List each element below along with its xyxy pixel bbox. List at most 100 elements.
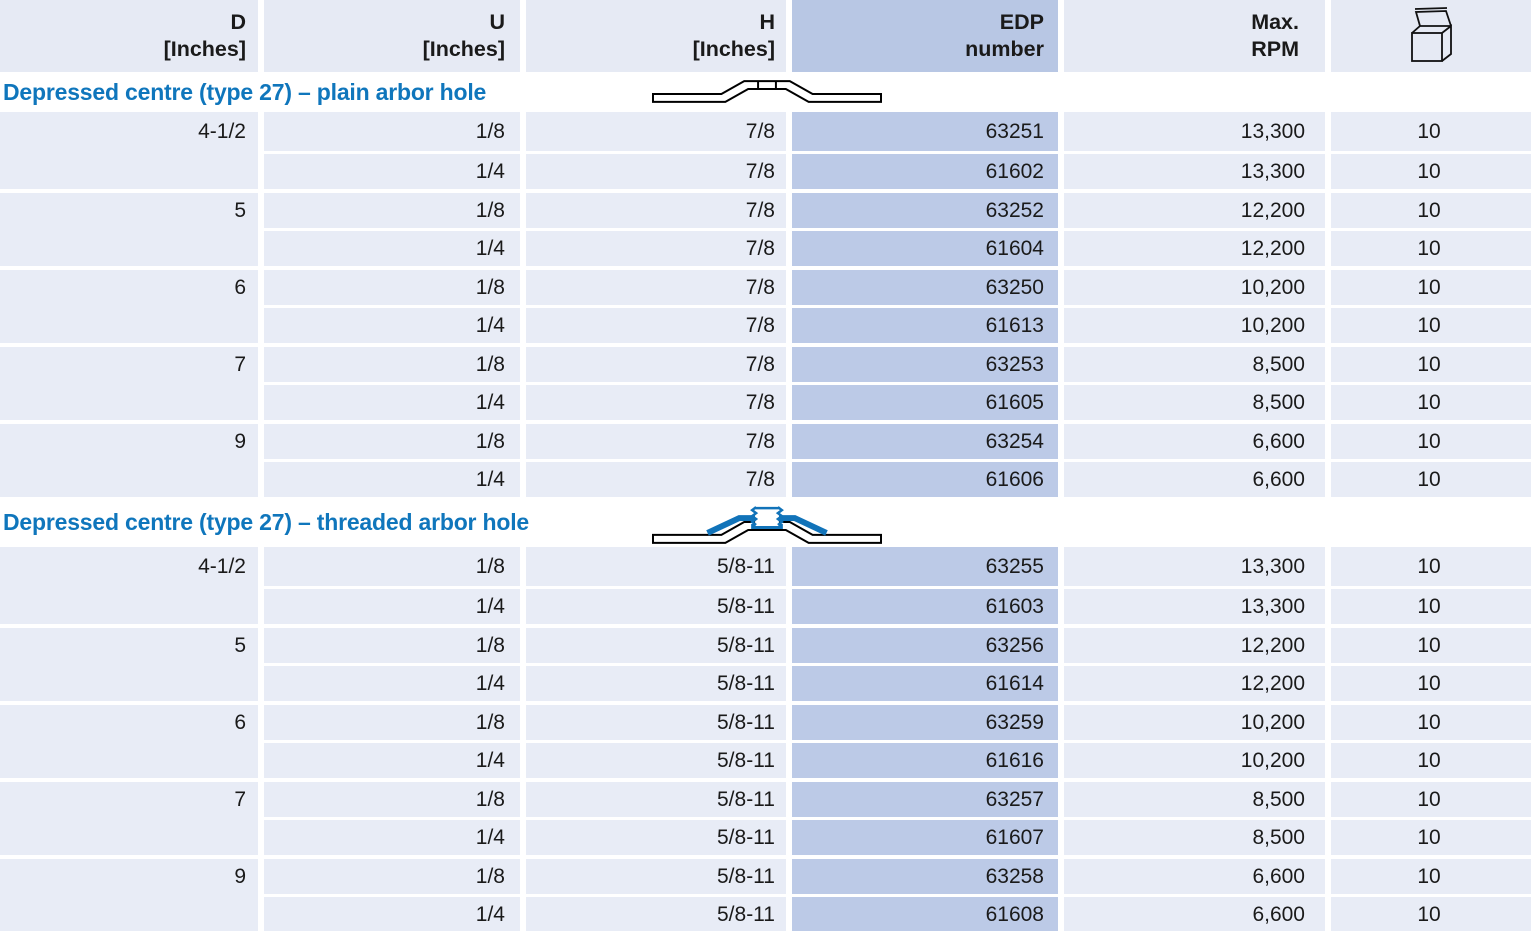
h-cell: 7/8: [526, 381, 786, 420]
table-row: 5 1/8 5/8-11 63256 12,200 10: [0, 624, 1531, 663]
rpm-cell: 10,200: [1064, 304, 1325, 343]
h-cell: 5/8-11: [526, 662, 786, 701]
h-cell: 7/8: [526, 458, 786, 497]
u-cell: 1/8: [264, 855, 520, 894]
u-cell: 1/4: [264, 893, 520, 931]
h-cell: 5/8-11: [526, 624, 786, 663]
rpm-cell: 12,200: [1064, 662, 1325, 701]
column-header-u-line1: U: [489, 10, 505, 34]
u-cell: 1/8: [264, 547, 520, 586]
d-cell: [0, 458, 258, 497]
h-cell: 7/8: [526, 343, 786, 382]
h-cell: 5/8-11: [526, 585, 786, 624]
d-cell: [0, 381, 258, 420]
edp-cell: 63255: [792, 547, 1058, 586]
rpm-cell: 10,200: [1064, 266, 1325, 305]
edp-cell: 63252: [792, 189, 1058, 228]
rpm-cell: 12,200: [1064, 189, 1325, 228]
table-row: 9 1/8 5/8-11 63258 6,600 10: [0, 855, 1531, 894]
rpm-cell: 6,600: [1064, 893, 1325, 931]
column-header-h-line2: [Inches]: [692, 37, 775, 61]
column-header-edp: EDP number: [792, 0, 1058, 72]
type27-plain-disc-icon: [652, 79, 882, 105]
rpm-cell: 12,200: [1064, 624, 1325, 663]
h-cell: 7/8: [526, 304, 786, 343]
qty-cell: 10: [1331, 739, 1531, 778]
u-cell: 1/8: [264, 266, 520, 305]
u-cell: 1/4: [264, 227, 520, 266]
table-row: 7 1/8 7/8 63253 8,500 10: [0, 343, 1531, 382]
d-cell: 6: [0, 701, 258, 740]
rpm-cell: 10,200: [1064, 701, 1325, 740]
d-cell: [0, 304, 258, 343]
qty-cell: 10: [1331, 855, 1531, 894]
u-cell: 1/4: [264, 585, 520, 624]
column-header-u-line2: [Inches]: [422, 37, 505, 61]
rpm-cell: 6,600: [1064, 855, 1325, 894]
rpm-cell: 12,200: [1064, 227, 1325, 266]
table-row: 4-1/2 1/8 7/8 63251 13,300 10: [0, 112, 1531, 151]
edp-cell: 63258: [792, 855, 1058, 894]
h-cell: 5/8-11: [526, 855, 786, 894]
qty-cell: 10: [1331, 778, 1531, 817]
edp-cell: 61606: [792, 458, 1058, 497]
d-cell: [0, 739, 258, 778]
qty-cell: 10: [1331, 893, 1531, 931]
u-cell: 1/4: [264, 458, 520, 497]
d-cell: [0, 585, 258, 624]
rpm-cell: 8,500: [1064, 381, 1325, 420]
rpm-cell: 13,300: [1064, 150, 1325, 189]
qty-cell: 10: [1331, 420, 1531, 459]
qty-cell: 10: [1331, 701, 1531, 740]
qty-cell: 10: [1331, 189, 1531, 228]
edp-cell: 63250: [792, 266, 1058, 305]
h-cell: 5/8-11: [526, 778, 786, 817]
rpm-cell: 6,600: [1064, 458, 1325, 497]
table-row: 1/4 7/8 61604 12,200 10: [0, 227, 1531, 266]
h-cell: 5/8-11: [526, 816, 786, 855]
section-title: Depressed centre (type 27) – plain arbor…: [3, 78, 487, 105]
qty-cell: 10: [1331, 585, 1531, 624]
u-cell: 1/8: [264, 420, 520, 459]
edp-cell: 61608: [792, 893, 1058, 931]
edp-cell: 63253: [792, 343, 1058, 382]
edp-cell: 61602: [792, 150, 1058, 189]
d-cell: 4-1/2: [0, 112, 258, 151]
h-cell: 7/8: [526, 420, 786, 459]
section-title-row: Depressed centre (type 27) – plain arbor…: [0, 72, 1531, 112]
table-row: 5 1/8 7/8 63252 12,200 10: [0, 189, 1531, 228]
edp-cell: 63251: [792, 112, 1058, 151]
open-box-icon: [1411, 7, 1452, 62]
edp-cell: 61616: [792, 739, 1058, 778]
table-row: 6 1/8 5/8-11 63259 10,200 10: [0, 701, 1531, 740]
rpm-cell: 13,300: [1064, 585, 1325, 624]
section-title-row: Depressed centre (type 27) – threaded ar…: [0, 497, 1531, 547]
section-title: Depressed centre (type 27) – threaded ar…: [3, 508, 529, 535]
table-row: 1/4 7/8 61602 13,300 10: [0, 150, 1531, 189]
edp-cell: 63257: [792, 778, 1058, 817]
rpm-cell: 8,500: [1064, 778, 1325, 817]
column-header-d-line2: [Inches]: [163, 37, 246, 61]
rpm-cell: 8,500: [1064, 343, 1325, 382]
qty-cell: 10: [1331, 547, 1531, 586]
d-cell: 5: [0, 624, 258, 663]
qty-cell: 10: [1331, 458, 1531, 497]
table-row: 1/4 7/8 61606 6,600 10: [0, 458, 1531, 497]
d-cell: [0, 227, 258, 266]
u-cell: 1/8: [264, 112, 520, 151]
table-row: 9 1/8 7/8 63254 6,600 10: [0, 420, 1531, 459]
qty-cell: 10: [1331, 343, 1531, 382]
h-cell: 7/8: [526, 150, 786, 189]
h-cell: 7/8: [526, 189, 786, 228]
qty-cell: 10: [1331, 662, 1531, 701]
column-header-h: H [Inches]: [526, 0, 786, 72]
h-cell: 7/8: [526, 112, 786, 151]
edp-cell: 63259: [792, 701, 1058, 740]
d-cell: 9: [0, 420, 258, 459]
d-cell: 7: [0, 343, 258, 382]
column-header-d-line1: D: [230, 10, 246, 34]
column-header-rpm-line2: RPM: [1251, 37, 1299, 61]
edp-cell: 61603: [792, 585, 1058, 624]
table-row: 1/4 5/8-11 61616 10,200 10: [0, 739, 1531, 778]
